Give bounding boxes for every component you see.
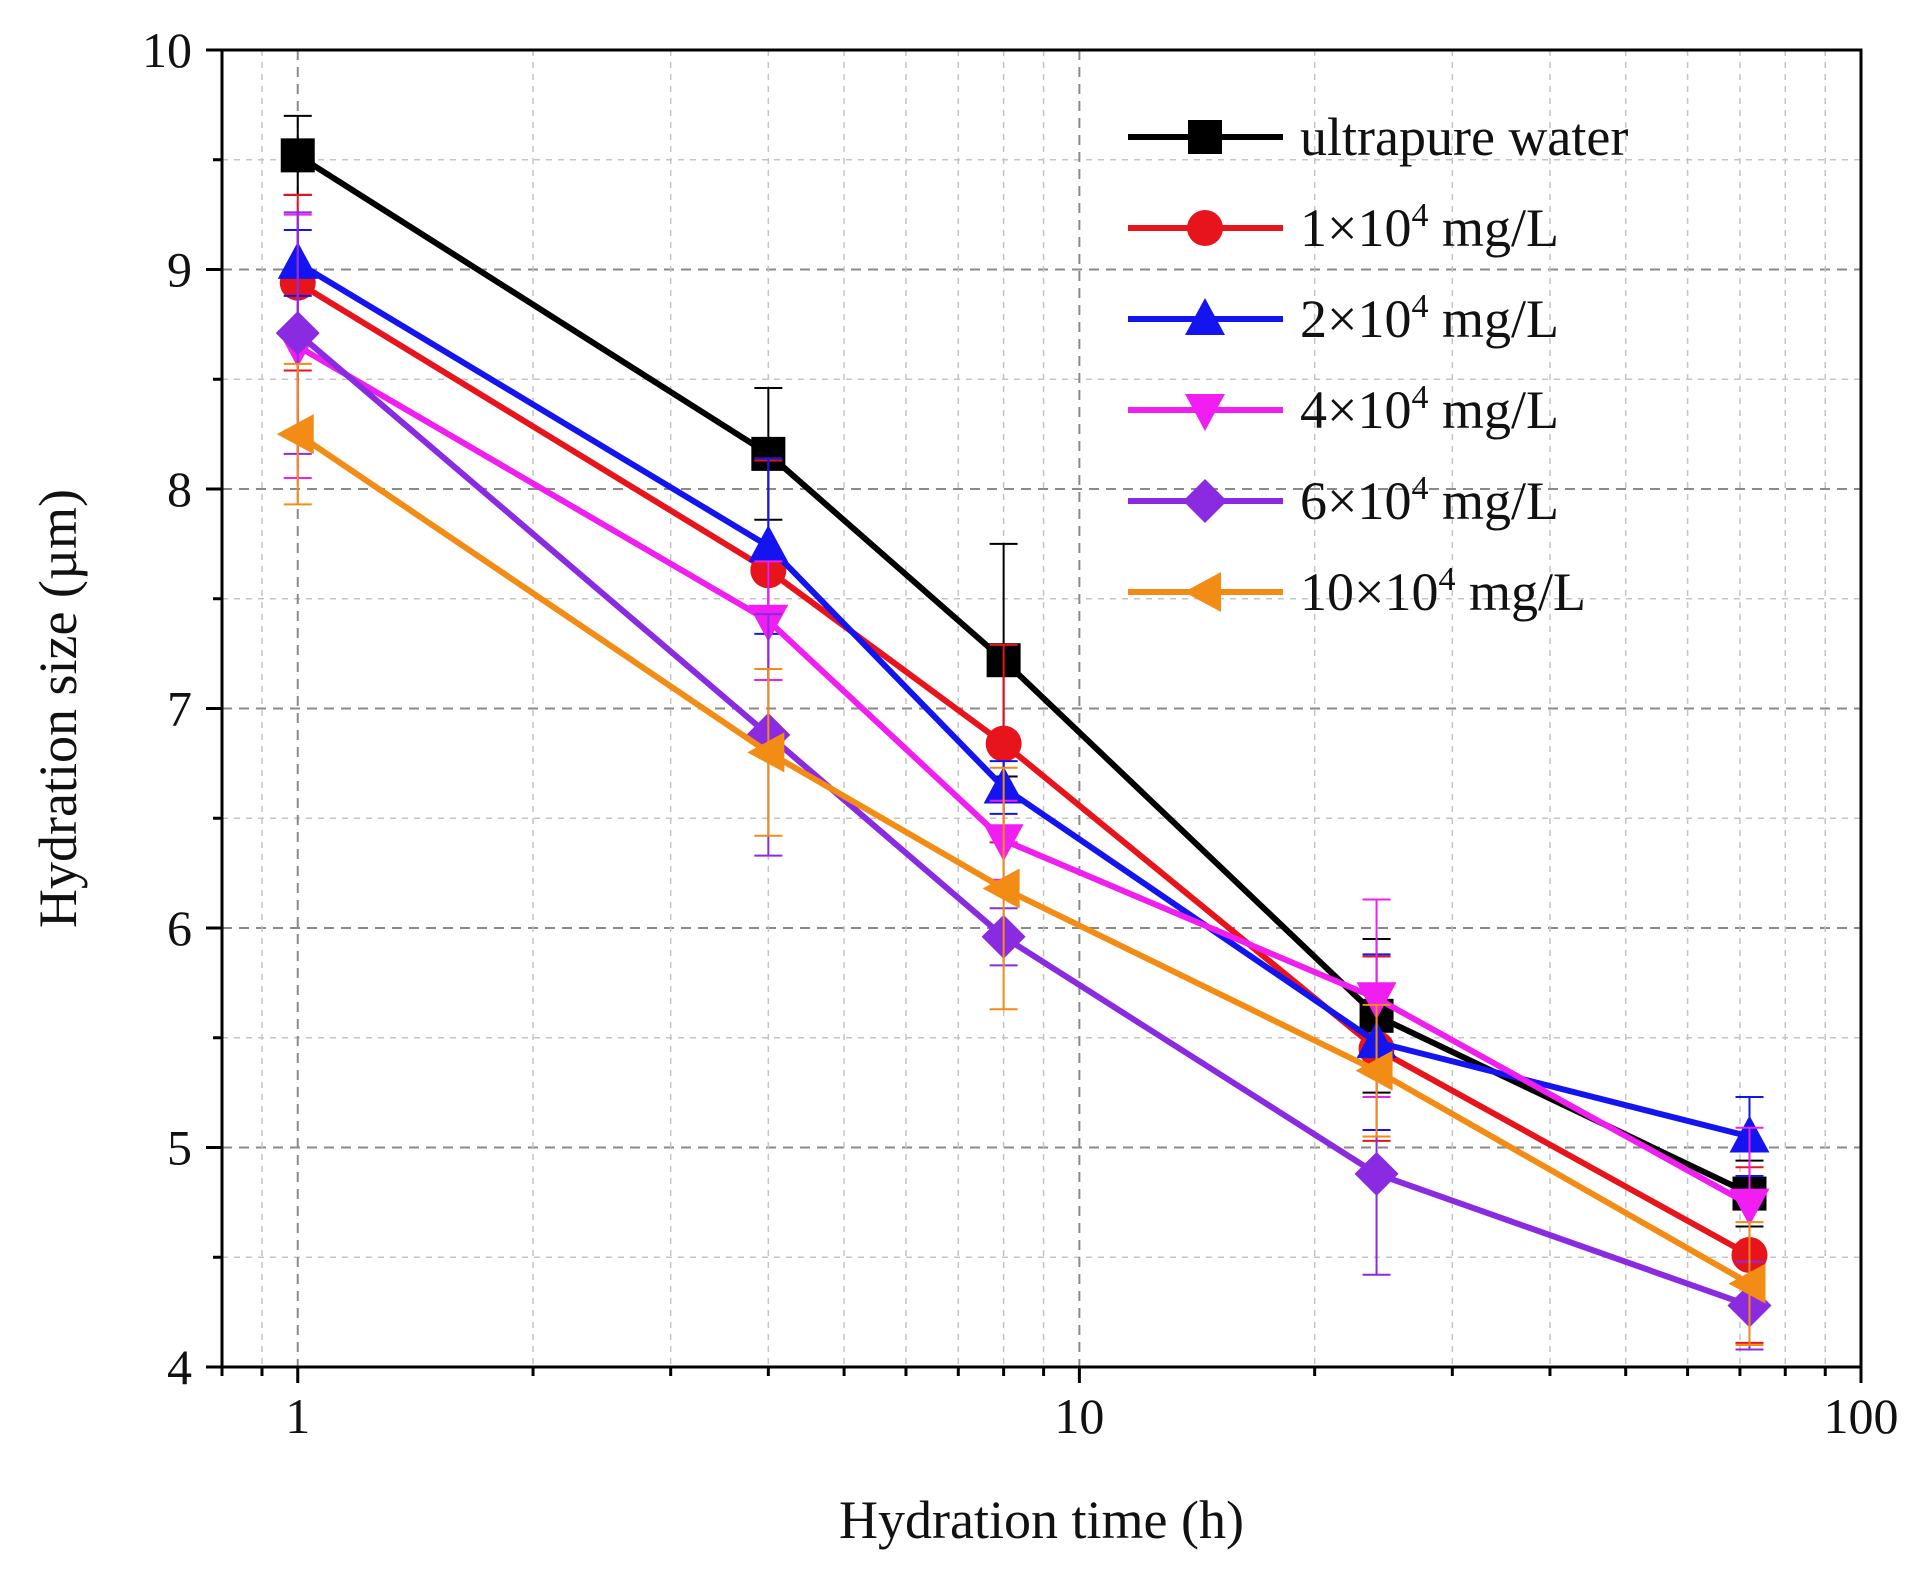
data-point xyxy=(985,725,1022,762)
data-point xyxy=(747,732,785,773)
y-tick-label: 10 xyxy=(142,22,192,78)
data-point xyxy=(275,311,320,356)
data-point xyxy=(982,868,1020,909)
x-axis-title: Hydration time (h) xyxy=(839,1490,1244,1550)
y-tick-label: 5 xyxy=(167,1120,192,1176)
legend: ultrapure water 1×104 mg/L 2×104 mg/L 4×104… xyxy=(1128,107,1628,622)
legend-label: 2×104 mg/L xyxy=(1300,288,1559,349)
x-tick-label: 1 xyxy=(285,1388,310,1444)
legend-item: 6×104 mg/L xyxy=(1128,470,1559,531)
data-point xyxy=(276,414,314,455)
legend-swatch-marker xyxy=(1188,120,1222,154)
series-1-10-mg-l xyxy=(279,193,1768,1344)
data-point xyxy=(748,525,789,563)
legend-item: ultrapure water xyxy=(1128,107,1628,167)
legend-label: 4×104 mg/L xyxy=(1300,379,1559,440)
legend-swatch-marker xyxy=(1185,394,1225,431)
legend-item: 2×104 mg/L xyxy=(1128,288,1559,349)
x-tick-label: 100 xyxy=(1824,1388,1899,1444)
y-tick-label: 4 xyxy=(167,1339,192,1395)
series-group xyxy=(275,114,1772,1351)
y-tick-label: 9 xyxy=(167,242,192,298)
legend-label: ultrapure water xyxy=(1300,107,1628,167)
series-2-10-mg-l xyxy=(277,228,1770,1178)
series-10-10-mg-l xyxy=(276,362,1766,1347)
legend-swatch-marker xyxy=(1185,298,1225,335)
data-point xyxy=(1355,1050,1393,1091)
y-axis-title: Hydration size (µm) xyxy=(28,489,88,928)
data-point xyxy=(1354,1151,1399,1196)
y-tick-label: 6 xyxy=(167,900,192,956)
x-tick-label: 10 xyxy=(1054,1388,1104,1444)
legend-label: 6×104 mg/L xyxy=(1300,470,1559,531)
data-point xyxy=(1729,1188,1770,1226)
y-tick-label: 8 xyxy=(167,461,192,517)
grid-lines xyxy=(222,50,1861,1367)
series-ultrapure-water xyxy=(280,114,1767,1228)
legend-label: 10×104 mg/L xyxy=(1300,561,1586,622)
axes: 4 5 6 7 8 9 10 1 10 100 xyxy=(142,22,1899,1444)
legend-item: 1×104 mg/L xyxy=(1128,197,1559,258)
legend-item: 10×104 mg/L xyxy=(1128,561,1586,622)
series-4-10-mg-l xyxy=(277,213,1770,1283)
y-tick-label: 7 xyxy=(167,681,192,737)
legend-swatch-marker xyxy=(1183,479,1227,523)
legend-swatch-marker xyxy=(1187,210,1223,246)
legend-swatch-marker xyxy=(1184,572,1221,612)
data-point xyxy=(1356,982,1397,1020)
legend-label: 1×104 mg/L xyxy=(1300,197,1559,258)
data-point xyxy=(1728,1263,1766,1304)
legend-item: 4×104 mg/L xyxy=(1128,379,1559,440)
data-point xyxy=(280,138,315,173)
